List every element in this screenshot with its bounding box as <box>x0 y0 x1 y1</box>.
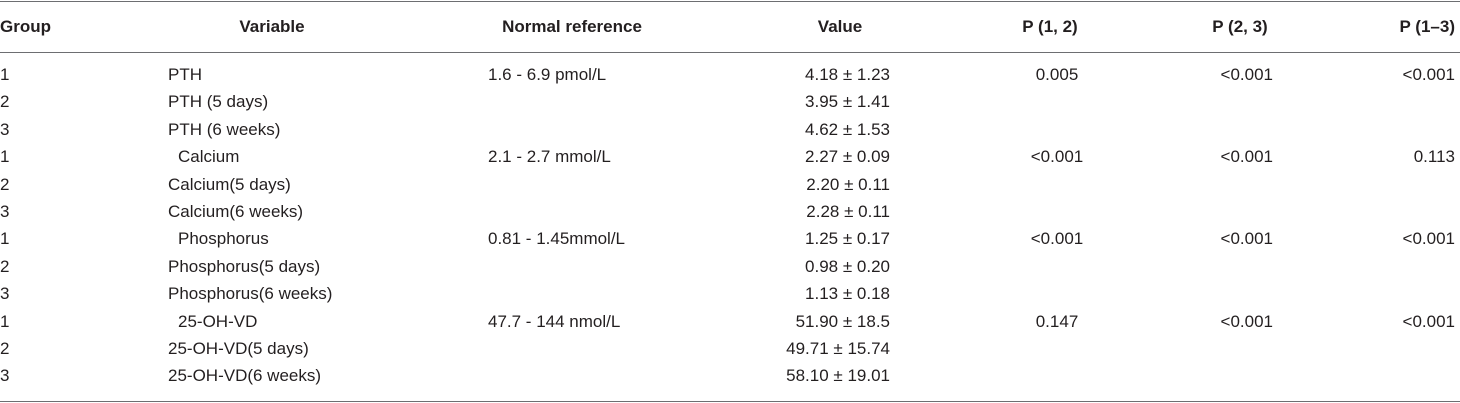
cell-variable: Phosphorus(6 weeks) <box>168 284 333 304</box>
cell-value: 2.27 ± 0.09 <box>805 147 890 167</box>
cell-value: 3.95 ± 1.41 <box>805 92 890 112</box>
cell-group: 1 <box>0 65 10 84</box>
cell-group: 2 <box>0 92 10 112</box>
bottom-rule <box>0 401 1460 402</box>
cell-p-1-2: <0.001 <box>1030 229 1084 249</box>
cell-group: 2 <box>0 339 10 358</box>
cell-value: 58.10 ± 19.01 <box>786 366 890 386</box>
cell-variable: 25-OH-VD <box>178 311 258 331</box>
cell-value: 49.71 ± 15.74 <box>786 339 890 358</box>
cell-group: 3 <box>0 366 10 386</box>
cell-p-1-3: <0.001 <box>1402 229 1455 249</box>
cell-normal-reference: 2.1 - 2.7 mmol/L <box>488 147 611 167</box>
cell-normal-reference: 1.6 - 6.9 pmol/L <box>488 65 607 84</box>
cell-value: 4.18 ± 1.23 <box>805 65 890 84</box>
cell-group: 1 <box>0 147 10 167</box>
cell-group: 3 <box>0 284 10 304</box>
cell-group: 2 <box>0 256 10 276</box>
cell-normal-reference: 47.7 - 144 nmol/L <box>488 311 621 331</box>
header-value: Value <box>817 17 863 36</box>
header-p-1-2: P (1, 2) <box>1022 17 1078 36</box>
cell-variable: Calcium(5 days) <box>168 174 291 194</box>
cell-p-1-3: <0.001 <box>1402 311 1455 331</box>
header-normal-reference: Normal reference <box>502 17 642 36</box>
cell-variable: 25-OH-VD(5 days) <box>168 339 309 358</box>
cell-variable: Phosphorus <box>178 229 269 249</box>
cell-variable: Phosphorus(5 days) <box>168 256 321 276</box>
cell-variable: PTH (5 days) <box>168 92 269 112</box>
header-p-2-3: P (2, 3) <box>1212 17 1268 36</box>
cell-value: 0.98 ± 0.20 <box>805 256 890 276</box>
cell-variable: Calcium(6 weeks) <box>168 202 304 221</box>
cell-group: 1 <box>0 311 10 331</box>
cell-p-2-3: <0.001 <box>1220 147 1273 167</box>
cell-p-1-3: 0.113 <box>1413 147 1455 167</box>
cell-p-2-3: <0.001 <box>1220 229 1273 249</box>
cell-p-2-3: <0.001 <box>1220 65 1273 84</box>
cell-value: 51.90 ± 18.5 <box>795 311 890 331</box>
header-group: Group <box>0 17 51 36</box>
cell-p-1-2: 0.005 <box>1035 65 1079 84</box>
cell-group: 1 <box>0 229 10 249</box>
cell-value: 1.13 ± 0.18 <box>805 284 890 304</box>
cell-group: 2 <box>0 174 10 194</box>
cell-p-1-3: <0.001 <box>1402 65 1455 84</box>
cell-value: 4.62 ± 1.53 <box>805 119 890 139</box>
cell-group: 3 <box>0 119 10 139</box>
cell-value: 2.20 ± 0.11 <box>806 174 890 194</box>
cell-value: 2.28 ± 0.11 <box>806 202 890 221</box>
cell-value: 1.25 ± 0.17 <box>805 229 890 249</box>
cell-normal-reference: 0.81 - 1.45mmol/L <box>488 229 626 249</box>
top-rule <box>0 1 1460 2</box>
header-variable: Variable <box>239 17 305 36</box>
header-p-1-3: P (1–3) <box>1399 17 1455 36</box>
cell-variable: PTH (6 weeks) <box>168 119 281 139</box>
header-rule <box>0 52 1460 53</box>
cell-variable: 25-OH-VD(6 weeks) <box>168 366 322 386</box>
cell-variable: PTH <box>168 65 202 84</box>
cell-group: 3 <box>0 202 10 221</box>
cell-p-1-2: 0.147 <box>1035 311 1079 331</box>
cell-p-1-2: <0.001 <box>1030 147 1084 167</box>
cell-variable: Calcium <box>178 147 240 167</box>
cell-p-2-3: <0.001 <box>1220 311 1273 331</box>
